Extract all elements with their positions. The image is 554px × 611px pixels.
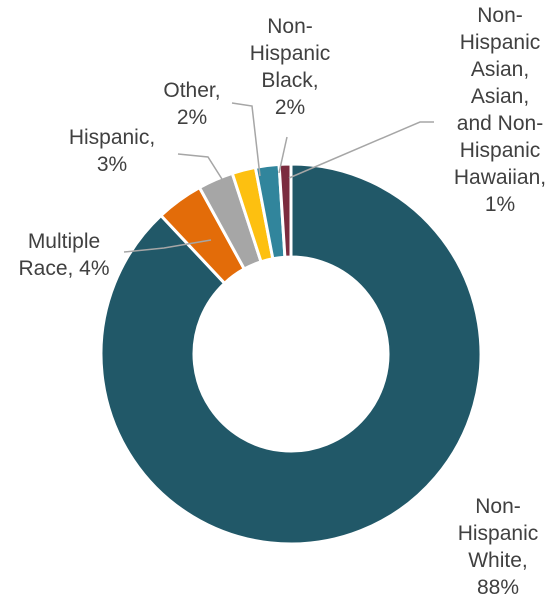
data-label-line: Asian,	[471, 85, 529, 108]
data-label-3: Hispanic, 3%	[69, 126, 155, 176]
data-label-5: Non- Hispanic Black, 2%	[250, 15, 331, 119]
data-label-line: Hispanic	[250, 42, 331, 65]
slice-6	[277, 162, 293, 259]
data-label-line: 1%	[485, 193, 515, 216]
data-label-6: Non- Hispanic Asian, Asian, and Non- Hispanic…	[454, 4, 546, 216]
slice-1	[99, 162, 483, 546]
data-label-line: White,	[468, 549, 528, 572]
leader-line-4	[231, 102, 261, 177]
data-label-line: Race, 4%	[18, 257, 109, 280]
data-label-line: Hawaiian,	[454, 166, 546, 189]
data-label-2: Multiple Race, 4%	[18, 230, 109, 280]
data-label-line: Other,	[163, 79, 220, 102]
data-label-line: Black,	[261, 69, 318, 92]
data-label-line: Asian,	[471, 58, 529, 81]
data-label-line: and Non-	[457, 112, 543, 135]
data-label-line: Non-	[267, 15, 313, 38]
data-label-line: Multiple	[28, 230, 100, 253]
leader-line-5	[278, 136, 288, 174]
data-label-line: Hispanic	[460, 31, 541, 54]
data-label-line: 2%	[177, 106, 207, 129]
data-labels: Non- Hispanic White, 88% Multiple Race, 4% His…	[18, 4, 546, 599]
leader-line-6	[288, 121, 434, 179]
data-label-line: 2%	[275, 96, 305, 119]
data-label-line: 3%	[97, 153, 127, 176]
leader-line-3	[177, 153, 228, 188]
data-label-line: Hispanic,	[69, 126, 155, 149]
data-label-line: Non-	[477, 4, 523, 27]
donut-slices	[99, 162, 483, 546]
leader-lines	[123, 102, 434, 253]
data-label-line: 88%	[477, 576, 519, 599]
data-label-line: Hispanic	[460, 139, 541, 162]
data-label-4: Other, 2%	[163, 79, 220, 129]
leader-line-2	[123, 239, 212, 253]
data-label-line: Hispanic	[458, 522, 539, 545]
data-label-1: Non- Hispanic White, 88%	[458, 495, 539, 599]
data-label-line: Non-	[475, 495, 521, 518]
